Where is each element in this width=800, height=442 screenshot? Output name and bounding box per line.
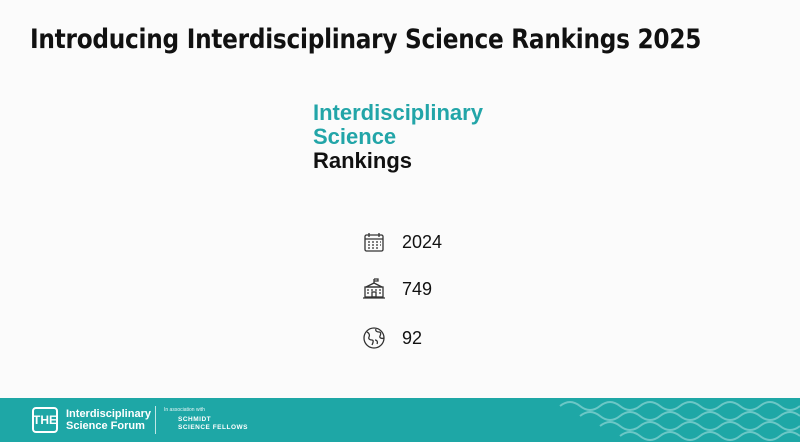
the-badge: THE: [32, 407, 58, 433]
wave-pattern: [559, 401, 800, 441]
logo-line: Interdisciplinary: [313, 100, 483, 125]
stat-value: 92: [402, 327, 423, 348]
partner-line: SCHMIDT: [178, 416, 212, 423]
calendar-icon: [364, 233, 384, 252]
stat-row: 2024: [362, 229, 442, 255]
stat-value: 2024: [402, 231, 443, 252]
footer: THE Interdisciplinary Science Forum In a…: [0, 398, 800, 442]
rankings-logo: Interdisciplinary Science Rankings: [313, 101, 483, 173]
logo-line: Rankings: [313, 148, 413, 173]
institution-icon: [363, 278, 385, 299]
globe-icon: [363, 327, 385, 349]
slide-title: Introducing Interdisciplinary Science Ra…: [30, 24, 702, 55]
forum-line: Science Forum: [66, 420, 145, 432]
stat-value: 749: [402, 278, 433, 299]
forum-name: Interdisciplinary Science Forum: [66, 408, 151, 432]
association-text: In association with: [164, 407, 205, 413]
stat-row: 749: [362, 276, 432, 302]
partner-line: SCIENCE FELLOWS: [178, 424, 248, 431]
forum-line: Interdisciplinary: [66, 408, 151, 420]
stat-row: 92: [362, 325, 422, 351]
separator: [155, 406, 156, 434]
logo-line: Science: [313, 124, 397, 149]
partner-name: SCHMIDT SCIENCE FELLOWS: [178, 416, 248, 432]
